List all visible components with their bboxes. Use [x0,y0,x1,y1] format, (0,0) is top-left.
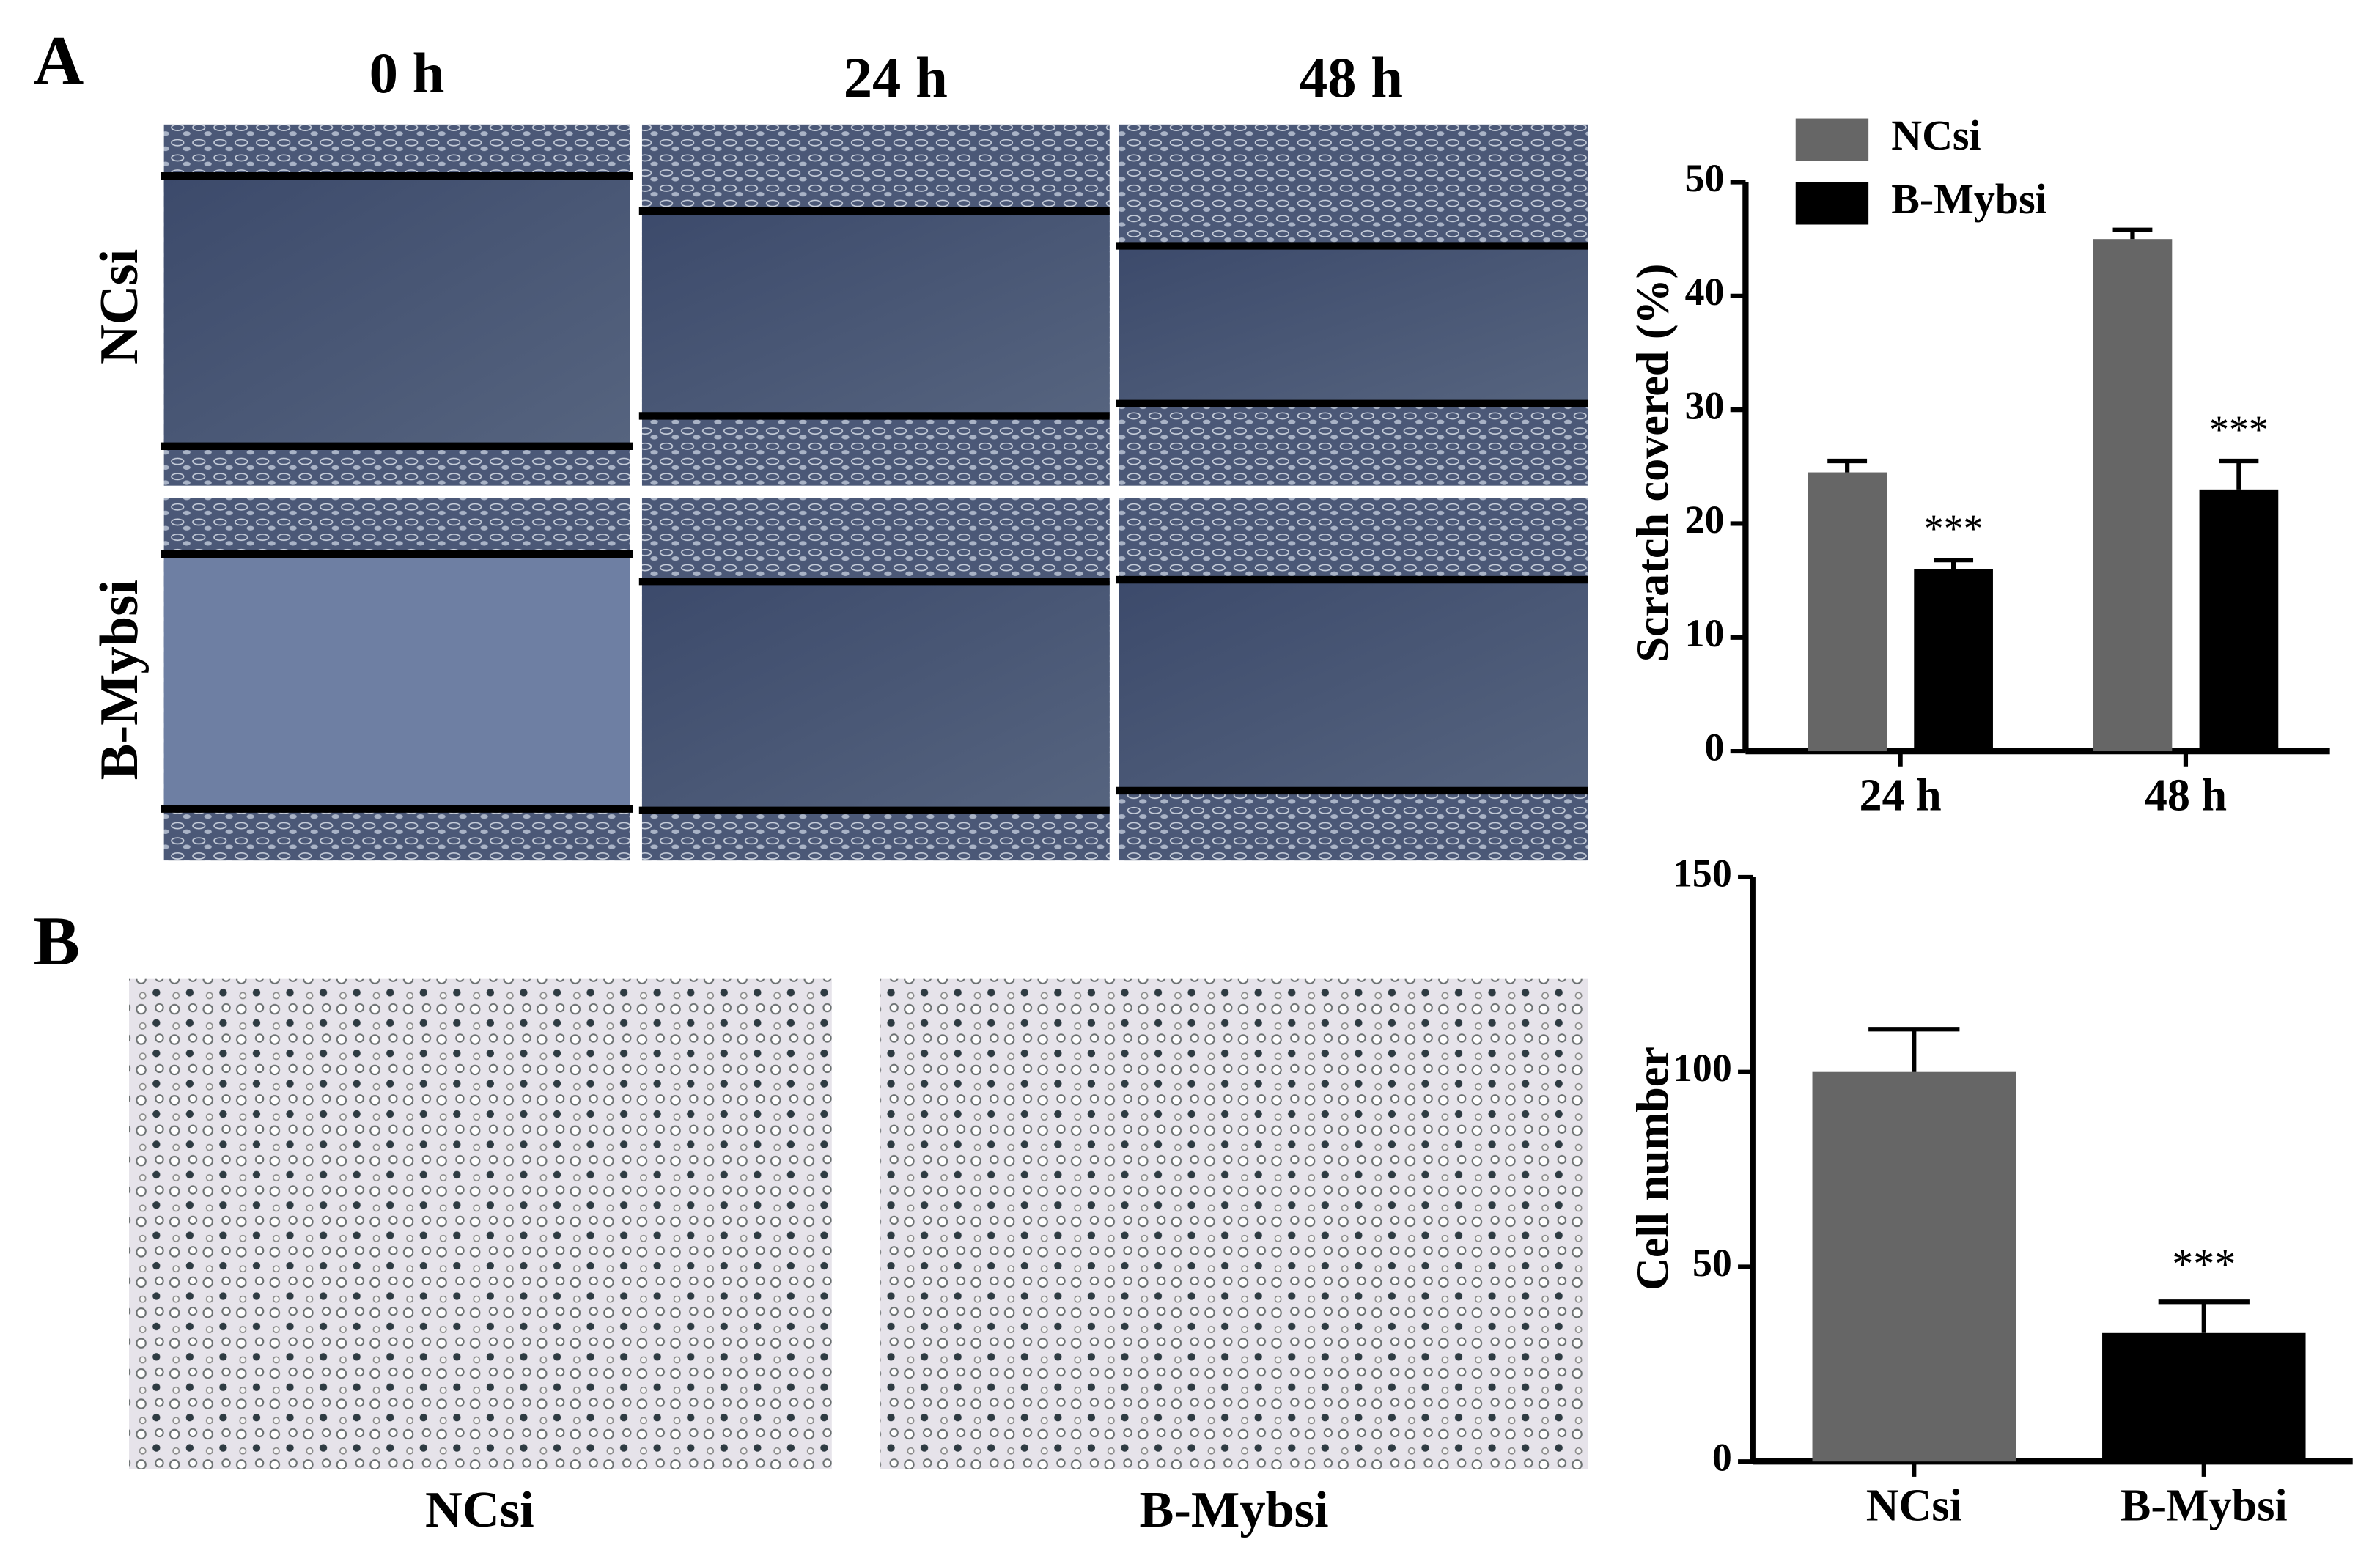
row-label: NCsi [89,249,150,364]
scratch-gap [163,176,630,446]
y-tick-label: 30 [1685,383,1725,427]
x-tick-label: B-Mybsi [2121,1481,2288,1531]
scratch-images [161,124,1588,861]
transwell-image [880,978,1588,1469]
y-axis-label: Scratch covered (%) [1629,264,1679,663]
scratch-gap [1119,246,1588,404]
image-caption: B-Mybsi [1139,1481,1328,1538]
y-tick-label: 20 [1685,498,1725,542]
bar [1812,1071,2016,1462]
y-tick-label: 150 [1673,851,1732,895]
row-label: B-Mybsi [89,580,150,780]
y-axis-label: Cell number [1629,1047,1679,1291]
y-tick-label: 100 [1673,1046,1732,1090]
significance: *** [1924,506,1983,550]
bar [1914,569,1993,752]
bar [2199,489,2279,752]
bar [2102,1332,2306,1462]
significance: *** [2209,407,2269,451]
significance: *** [2172,1240,2236,1288]
transwell-image [129,978,832,1469]
panel-label: A [34,22,84,100]
scratch-gap [641,581,1110,811]
column-label: 24 h [844,46,948,110]
y-tick-label: 0 [1712,1436,1732,1480]
panel-label: B [34,902,81,980]
x-tick-label: NCsi [1866,1481,1962,1531]
legend-swatch [1795,118,1869,161]
y-tick-label: 10 [1685,611,1725,655]
scratch-gap [1119,580,1588,791]
scratch-borders [161,172,1588,815]
y-tick-label: 50 [1692,1241,1732,1285]
y-tick-label: 50 [1685,156,1725,200]
y-tick-label: 0 [1704,725,1724,769]
legend-label: B-Mybsi [1891,175,2047,223]
bar [2093,239,2173,752]
bar [1808,472,1887,752]
y-tick-label: 40 [1685,270,1725,314]
x-tick-label: 24 h [1860,771,1942,821]
column-label: 48 h [1299,46,1403,110]
legend-label: NCsi [1891,111,1981,159]
scratch-gap [163,553,630,809]
scratch-gap [641,210,1110,416]
legend-swatch [1795,182,1869,225]
x-tick-label: 48 h [2145,771,2227,821]
column-label: 0 h [369,42,445,106]
image-caption: NCsi [425,1481,534,1538]
